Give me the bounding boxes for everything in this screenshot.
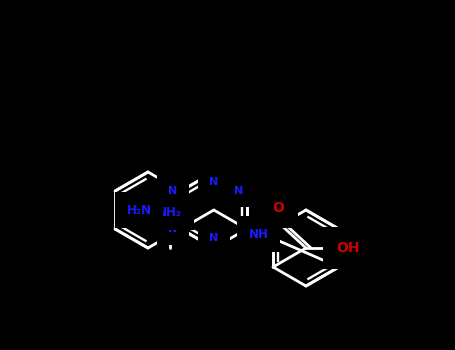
Text: NH₂: NH₂: [157, 205, 182, 218]
Text: OH: OH: [336, 241, 360, 255]
Text: N: N: [168, 224, 177, 234]
Text: O: O: [272, 201, 284, 215]
Text: N: N: [209, 233, 218, 243]
Text: N: N: [234, 186, 243, 196]
Text: N: N: [209, 177, 218, 187]
Text: NH: NH: [249, 228, 268, 240]
Text: N: N: [168, 186, 177, 196]
Text: H₂N: H₂N: [126, 203, 152, 217]
